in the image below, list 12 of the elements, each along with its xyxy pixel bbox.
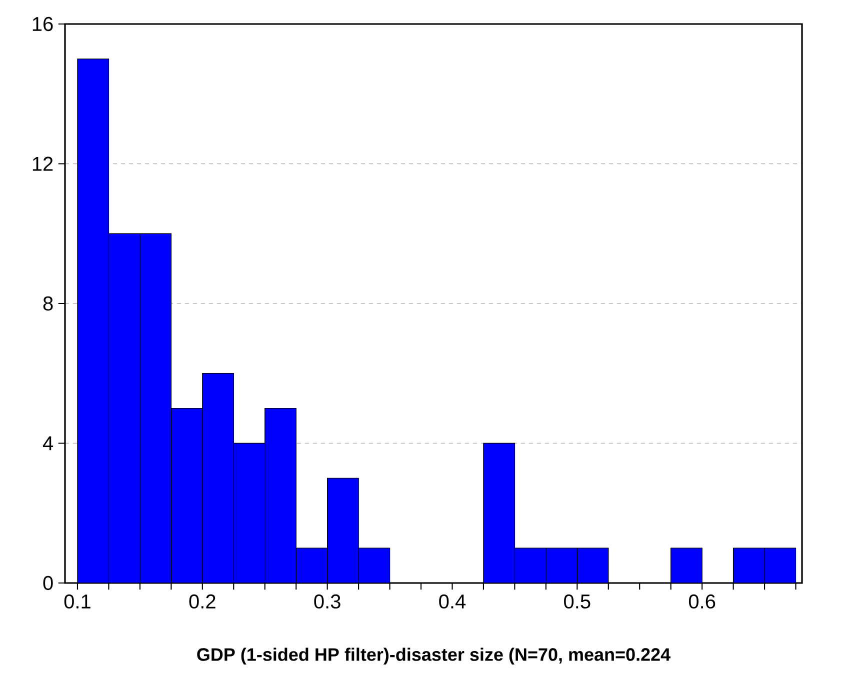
y-tick-label: 16 <box>32 16 53 32</box>
y-tick-label: 12 <box>32 156 53 171</box>
y-tick-label: 0 <box>43 576 53 590</box>
y-tick-label: 8 <box>43 296 53 311</box>
x-tick-label: 0.5 <box>564 594 590 609</box>
x-tick-label: 0.4 <box>439 594 466 609</box>
x-tick-label: 0.1 <box>64 594 90 609</box>
y-tick-label: 4 <box>42 436 54 450</box>
x-tick-label: 0.3 <box>314 594 340 609</box>
x-axis-title: GDP (1-sided HP filter)-disaster size (N=70, mean=0.224 <box>197 648 670 664</box>
x-tick-label: 0.6 <box>688 594 716 609</box>
x-tick-label: 0.2 <box>189 594 216 609</box>
